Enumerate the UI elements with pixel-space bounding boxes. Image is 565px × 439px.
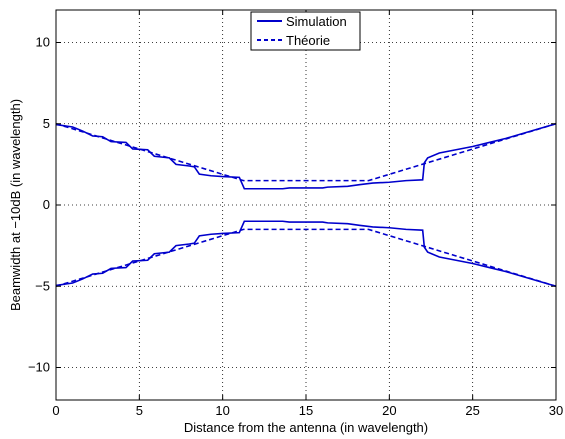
x-tick-label: 20: [382, 403, 396, 418]
y-tick-label: 5: [43, 116, 50, 131]
x-axis-label: Distance from the antenna (in wavelength…: [184, 420, 428, 435]
ticks: 0 5 10 15 20 25 30 −10 −5 0 5 10: [28, 10, 563, 418]
legend: Simulation Théorie: [250, 11, 361, 51]
y-tick-label: 0: [43, 197, 50, 212]
y-axis-label: Beamwidth at −10dB (in wavelength): [8, 99, 23, 311]
series-layer: [55, 122, 557, 288]
legend-box: [250, 11, 361, 51]
x-tick-label: 10: [215, 403, 229, 418]
theorie-line-upper: [55, 122, 557, 182]
legend-simulation-label: Simulation: [286, 14, 347, 29]
theorie-line-lower: [55, 228, 557, 288]
legend-theorie-label: Théorie: [286, 33, 330, 48]
simulation-line-lower: [55, 220, 557, 288]
x-tick-label: 5: [136, 403, 143, 418]
y-tick-label: −10: [28, 360, 50, 375]
x-tick-label: 0: [52, 403, 59, 418]
y-tick-label: −5: [35, 278, 50, 293]
x-tick-label: 15: [299, 403, 313, 418]
y-tick-label: 10: [36, 35, 50, 50]
grid: [56, 10, 556, 400]
x-tick-label: 25: [465, 403, 479, 418]
x-tick-label: 30: [549, 403, 563, 418]
simulation-line-upper: [55, 122, 557, 190]
